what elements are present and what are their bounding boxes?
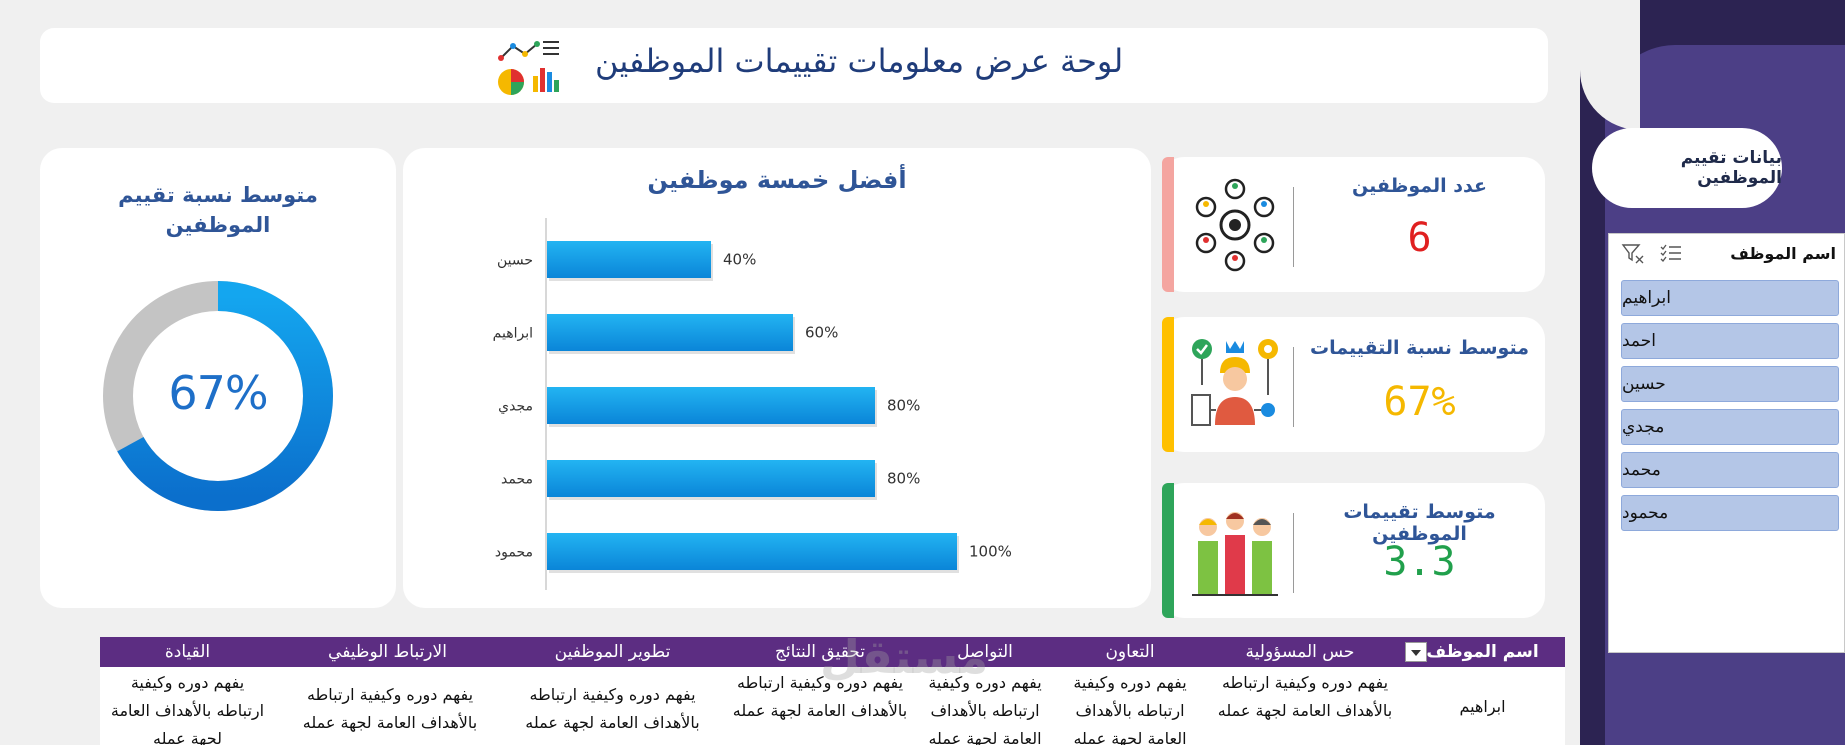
table-cell-employee-name: ابراهيم: [1459, 697, 1506, 716]
bar: [547, 460, 875, 497]
kpi-accent: [1162, 483, 1174, 618]
col-header-cooperation: التعاون: [1105, 642, 1155, 662]
kpi-label: متوسط تقييمات الموظفين: [1343, 501, 1496, 545]
kpi-separator: [1293, 187, 1294, 267]
page-title: لوحة عرض معلومات تقييمات الموظفين: [595, 42, 1124, 80]
side-panel-title: بيانات تقييم الموظفين: [1592, 128, 1782, 208]
kpi-separator: [1293, 347, 1294, 427]
worker-skills-icon: [1191, 339, 1278, 426]
kpi-value: 67%: [1383, 379, 1456, 425]
kpi-value: 6: [1407, 215, 1432, 261]
multi-select-icon[interactable]: [1659, 242, 1683, 264]
bar: [547, 241, 711, 278]
bar-value-label: 100%: [969, 543, 1012, 561]
col-header-responsibility: حس المسؤولية: [1245, 642, 1355, 662]
donut-value: 67%: [168, 366, 268, 420]
bar: [547, 387, 875, 424]
clear-filter-icon[interactable]: [1621, 242, 1645, 264]
col-header-communication: التواصل: [957, 642, 1013, 662]
avg-rating-donut-card: متوسط نسبة تقييم الموظفين 67%: [40, 148, 396, 608]
category-tick-label: حسين: [497, 253, 533, 269]
slicer-item[interactable]: حسين: [1621, 366, 1839, 402]
col-header-employee-development: تطوير الموظفين: [554, 642, 671, 662]
team-ranking-icon: [1192, 512, 1278, 596]
slicer-item[interactable]: محمد: [1621, 452, 1839, 488]
kpi-employee-count: عدد الموظفين 6: [1162, 157, 1545, 292]
chart-title: أفضل خمسة موظفين: [647, 166, 907, 194]
filter-dropdown-button[interactable]: [1405, 642, 1427, 662]
table-cell: يفهم دوره وكيفية ارتباطه بالأهداف العامة…: [732, 673, 908, 720]
donut-chart: [103, 281, 333, 511]
bar: [547, 314, 793, 351]
donut-title: متوسط نسبة تقييم الموظفين: [40, 180, 396, 240]
slicer-item[interactable]: احمد: [1621, 323, 1839, 359]
col-header-leadership: القيادة: [164, 642, 211, 662]
bar: [547, 533, 957, 570]
donut-filled-arc: [117, 281, 333, 511]
col-header-results: تحقيق النتائج: [774, 642, 866, 662]
category-tick-label: مجدي: [498, 399, 533, 415]
kpi-label: متوسط نسبة التقييمات: [1310, 337, 1529, 359]
category-tick-label: ابراهيم: [493, 326, 533, 342]
kpi-avg-rating-score: متوسط تقييمات الموظفين 3.3: [1162, 483, 1545, 618]
table-cell: يفهم دوره وكيفية ارتباطه بالأهداف العامة…: [110, 673, 265, 745]
donut-title-line1: متوسط نسبة تقييم: [118, 183, 318, 207]
col-header-employee-name[interactable]: اسم الموظف: [1426, 642, 1539, 662]
kpi-value: 3.3: [1383, 539, 1456, 585]
chart-analytics-icon: [498, 41, 559, 95]
employee-slicer: اسم الموظف ابراهيم احمد حسين مجدي محمد محمود: [1608, 233, 1845, 653]
donut-title-line2: الموظفين: [165, 213, 271, 237]
slicer-item[interactable]: ابراهيم: [1621, 280, 1839, 316]
kpi-accent: [1162, 317, 1174, 452]
kpi-label: عدد الموظفين: [1351, 175, 1488, 197]
col-header-engagement: الارتباط الوظيفي: [328, 642, 447, 662]
slicer-item[interactable]: مجدي: [1621, 409, 1839, 445]
bar-value-label: 80%: [887, 397, 920, 415]
slicer-title: اسم الموظف: [1730, 243, 1836, 263]
ratings-table: اسم الموظف حس المسؤولية التعاون التواصل …: [100, 637, 1565, 745]
kpi-accent: [1162, 157, 1174, 292]
bar-value-label: 60%: [805, 324, 838, 342]
kpi-avg-rating-percent: متوسط نسبة التقييمات 67%: [1162, 317, 1545, 452]
slicer-header: اسم الموظف: [1609, 234, 1845, 272]
table-cell: يفهم دوره وكيفية ارتباطه بالأهداف العامة…: [1073, 673, 1187, 745]
bar-value-label: 40%: [723, 251, 756, 269]
category-tick-label: محمود: [495, 545, 533, 561]
side-panel-title-text: بيانات تقييم الموظفين: [1680, 148, 1782, 188]
bar-chart: حسين 40% ابراهيم 60% مجدي 80% محمد 80% محمود 100%: [493, 218, 1012, 590]
slicer-item[interactable]: محمود: [1621, 495, 1839, 531]
category-tick-label: محمد: [501, 472, 533, 488]
table-header-row: اسم الموظف حس المسؤولية التعاون التواصل …: [100, 637, 1565, 667]
header-card: لوحة عرض معلومات تقييمات الموظفين: [40, 28, 1548, 103]
top-five-chart-card: أفضل خمسة موظفين حسين 40% ابراهيم 60% مجدي 80…: [403, 148, 1151, 608]
table-cell: يفهم دوره وكيفية ارتباطه بالأهداف العامة…: [525, 685, 700, 732]
table-cell: يفهم دوره وكيفية ارتباطه بالأهداف العامة…: [302, 685, 478, 732]
bar-value-label: 80%: [887, 470, 920, 488]
kpi-separator: [1293, 513, 1294, 593]
table-cell: يفهم دوره وكيفية ارتباطه بالأهداف العامة…: [928, 673, 1042, 745]
table-cell: يفهم دوره وكيفية ارتباطه بالأهداف العامة…: [1217, 673, 1393, 720]
people-network-icon: [1195, 178, 1275, 272]
